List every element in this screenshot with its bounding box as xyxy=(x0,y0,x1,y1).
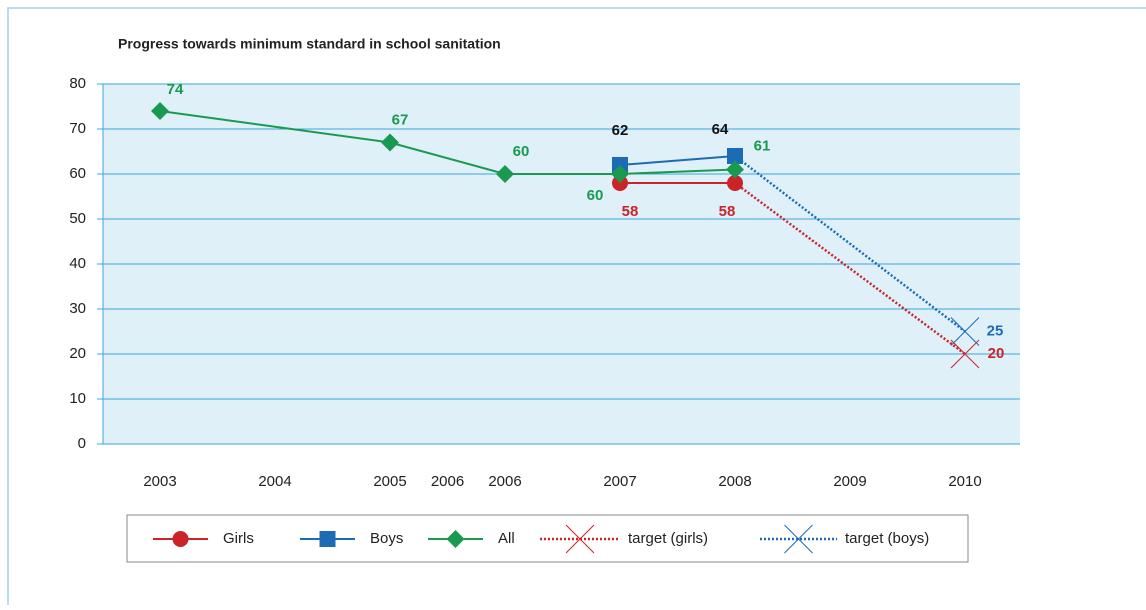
legend xyxy=(126,514,969,563)
chart-title: Progress towards minimum standard in sch… xyxy=(118,36,501,52)
data-label: 58 xyxy=(622,203,639,220)
data-label: 25 xyxy=(987,322,1004,339)
data-label: 61 xyxy=(754,137,771,154)
x-tick-label: 2005 xyxy=(373,473,406,490)
y-tick-label: 60 xyxy=(69,165,86,182)
point-marker xyxy=(381,133,399,152)
y-tick-label: 20 xyxy=(69,345,86,362)
data-label: 67 xyxy=(392,111,409,128)
data-label: 60 xyxy=(513,143,530,160)
point-marker xyxy=(950,317,980,346)
series-line xyxy=(734,155,966,333)
x-tick-label: 2007 xyxy=(603,473,636,490)
x-tick-label: 2006 xyxy=(431,473,464,490)
point-marker xyxy=(151,102,169,120)
series-line xyxy=(619,155,736,166)
x-tick-label: 2006 xyxy=(488,473,521,490)
y-tick-label: 10 xyxy=(69,390,86,407)
legend-marker xyxy=(172,531,189,547)
data-label: 74 xyxy=(167,81,184,98)
legend-marker xyxy=(784,524,813,554)
point-marker xyxy=(496,165,514,183)
legend-label: target (girls) xyxy=(628,530,708,547)
y-tick-label: 50 xyxy=(69,210,86,227)
y-tick-label: 0 xyxy=(78,435,86,452)
frame xyxy=(7,7,1146,605)
legend-label: target (boys) xyxy=(845,530,929,547)
data-label: 20 xyxy=(988,345,1005,362)
x-tick-label: 2008 xyxy=(718,473,751,490)
x-tick-label: 2004 xyxy=(258,473,291,490)
legend-label: Girls xyxy=(223,530,254,547)
legend-marker xyxy=(319,531,336,547)
point-marker xyxy=(726,160,744,179)
legend-label: Boys xyxy=(370,530,403,547)
legend-marker xyxy=(446,530,465,548)
data-label: 62 xyxy=(612,122,629,139)
data-label: 64 xyxy=(712,121,729,138)
y-tick-label: 30 xyxy=(69,300,86,317)
x-tick-label: 2009 xyxy=(833,473,866,490)
y-tick-label: 70 xyxy=(69,120,86,137)
y-tick-label: 40 xyxy=(69,255,86,272)
legend-label: All xyxy=(498,530,515,547)
data-label: 60 xyxy=(587,187,604,204)
data-label: 58 xyxy=(719,203,736,220)
point-marker xyxy=(950,339,980,369)
x-tick-label: 2003 xyxy=(143,473,176,490)
point-marker xyxy=(611,165,629,183)
legend-marker xyxy=(565,524,595,554)
y-tick-label: 80 xyxy=(69,75,86,92)
x-tick-label: 2010 xyxy=(948,473,981,490)
